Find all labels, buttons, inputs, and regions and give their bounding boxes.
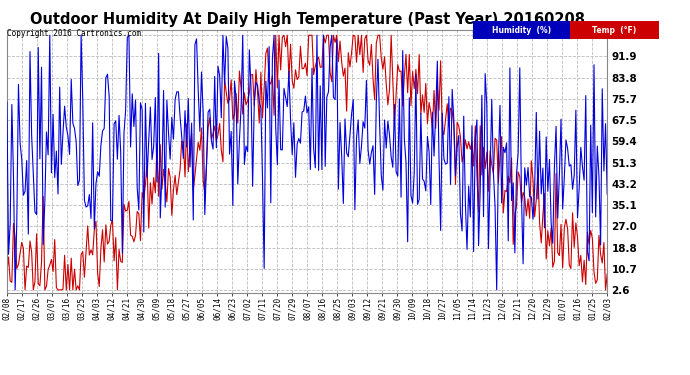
Title: Outdoor Humidity At Daily High Temperature (Past Year) 20160208: Outdoor Humidity At Daily High Temperatu… xyxy=(30,12,584,27)
Text: Humidity  (%): Humidity (%) xyxy=(491,26,551,35)
Text: Temp  (°F): Temp (°F) xyxy=(592,26,636,35)
Bar xyxy=(569,21,659,39)
Bar xyxy=(473,21,569,39)
Text: Copyright 2016 Cartronics.com: Copyright 2016 Cartronics.com xyxy=(7,28,141,38)
